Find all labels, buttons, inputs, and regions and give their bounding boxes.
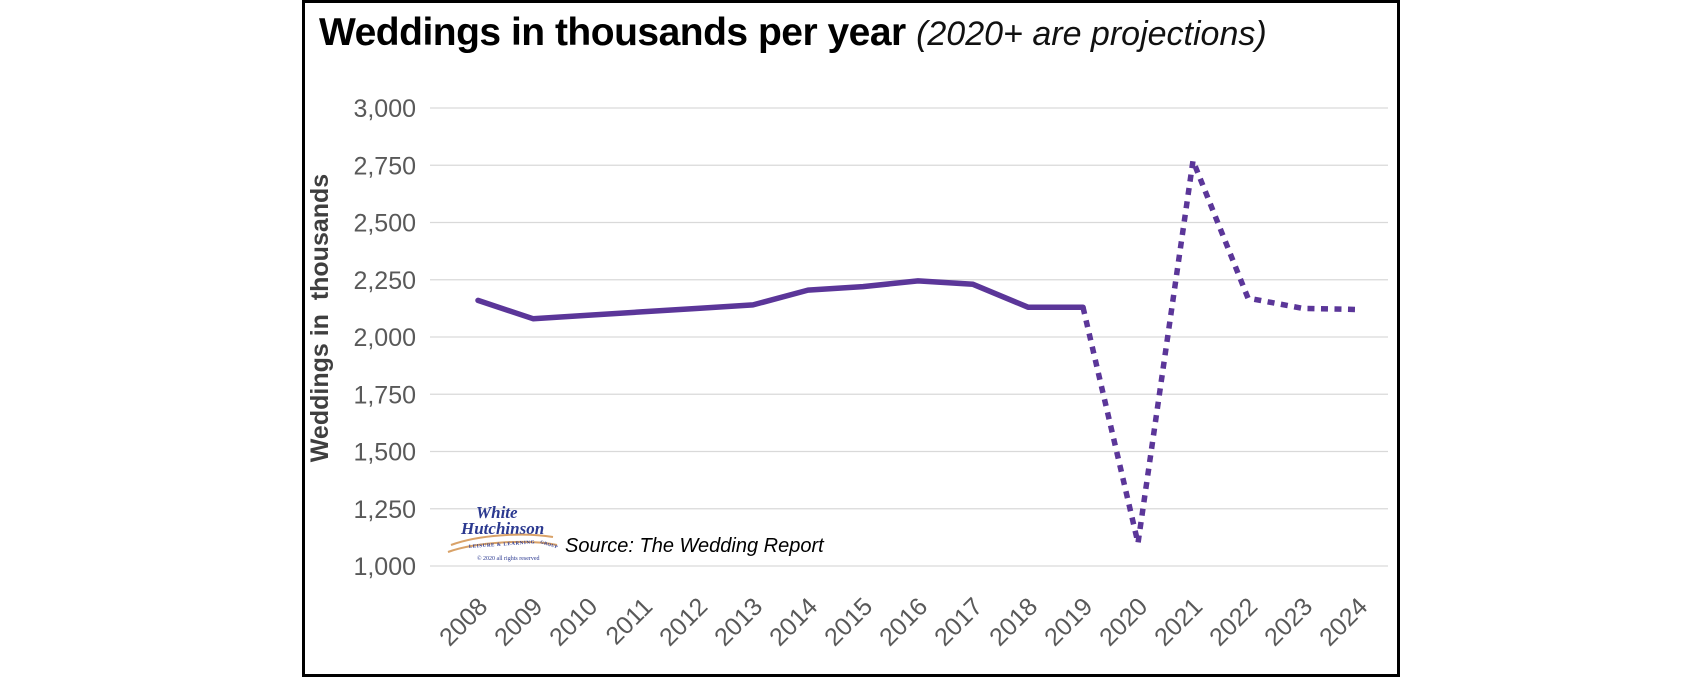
y-tick-label: 2,750 — [353, 152, 416, 180]
y-tick-label: 2,000 — [353, 324, 416, 352]
logo-tagline-group: GROUP — [540, 539, 559, 549]
x-tick-label: 2008 — [434, 592, 493, 651]
x-tick-label: 2010 — [544, 592, 603, 651]
y-tick-label: 3,000 — [353, 95, 416, 123]
series-projection-line — [1080, 157, 1359, 546]
x-tick-label: 2017 — [929, 592, 988, 651]
x-tick-label: 2016 — [874, 592, 933, 651]
chart-frame: 3,000 2,750 2,500 2,250 2,000 1,750 1,500 1,250… — [302, 0, 1400, 677]
y-tick-label: 2,500 — [353, 210, 416, 238]
x-tick-label: 2011 — [600, 592, 658, 650]
y-tick-label: 2,250 — [353, 267, 416, 295]
logo-line1: White — [476, 503, 518, 522]
chart-title-main: Weddings in thousands per year — [319, 11, 906, 54]
y-tick-label: 1,250 — [353, 496, 416, 524]
x-tick-label: 2020 — [1094, 592, 1153, 651]
logo-line2: Hutchinson — [460, 519, 544, 538]
gridlines — [430, 107, 1388, 567]
logo-swoosh-bottom — [447, 540, 558, 553]
plot-svg: 3,000 2,750 2,500 2,250 2,000 1,750 1,500 1,250… — [306, 95, 1388, 652]
x-tick-label: 2021 — [1149, 592, 1208, 651]
logo-copyright: © 2020 all rights reserved — [477, 555, 540, 562]
x-tick-labels: 2008200920102011201220132014201520162017… — [434, 592, 1373, 651]
chart-title: Weddings in thousands per year (2020+ ar… — [319, 11, 1267, 55]
y-tick-label: 1,500 — [353, 439, 416, 467]
y-tick-label: 1,000 — [353, 553, 416, 581]
y-axis-title: Weddings in thousands — [306, 174, 334, 462]
x-tick-label: 2013 — [709, 592, 768, 651]
logo-swoosh-top — [450, 533, 554, 546]
x-tick-label: 2022 — [1204, 592, 1263, 651]
x-tick-label: 2018 — [984, 592, 1043, 651]
chart-title-subtitle: (2020+ are projections) — [916, 15, 1267, 53]
x-tick-label: 2009 — [489, 592, 548, 651]
x-tick-label: 2012 — [654, 592, 713, 651]
y-tick-label: 1,750 — [353, 381, 416, 409]
x-tick-label: 2015 — [819, 592, 878, 651]
x-tick-label: 2023 — [1259, 592, 1318, 651]
x-tick-label: 2024 — [1314, 592, 1373, 651]
white-hutchinson-logo: White Hutchinson LEISURE & LEARNING GROU… — [447, 503, 559, 562]
x-tick-label: 2014 — [764, 592, 823, 651]
logo-tagline: LEISURE & LEARNING — [469, 540, 536, 550]
source-note: Source: The Wedding Report — [565, 535, 824, 557]
x-tick-label: 2019 — [1039, 592, 1098, 651]
series-actual-line — [475, 278, 1086, 322]
y-tick-labels: 3,000 2,750 2,500 2,250 2,000 1,750 1,500 1,250… — [353, 95, 416, 581]
